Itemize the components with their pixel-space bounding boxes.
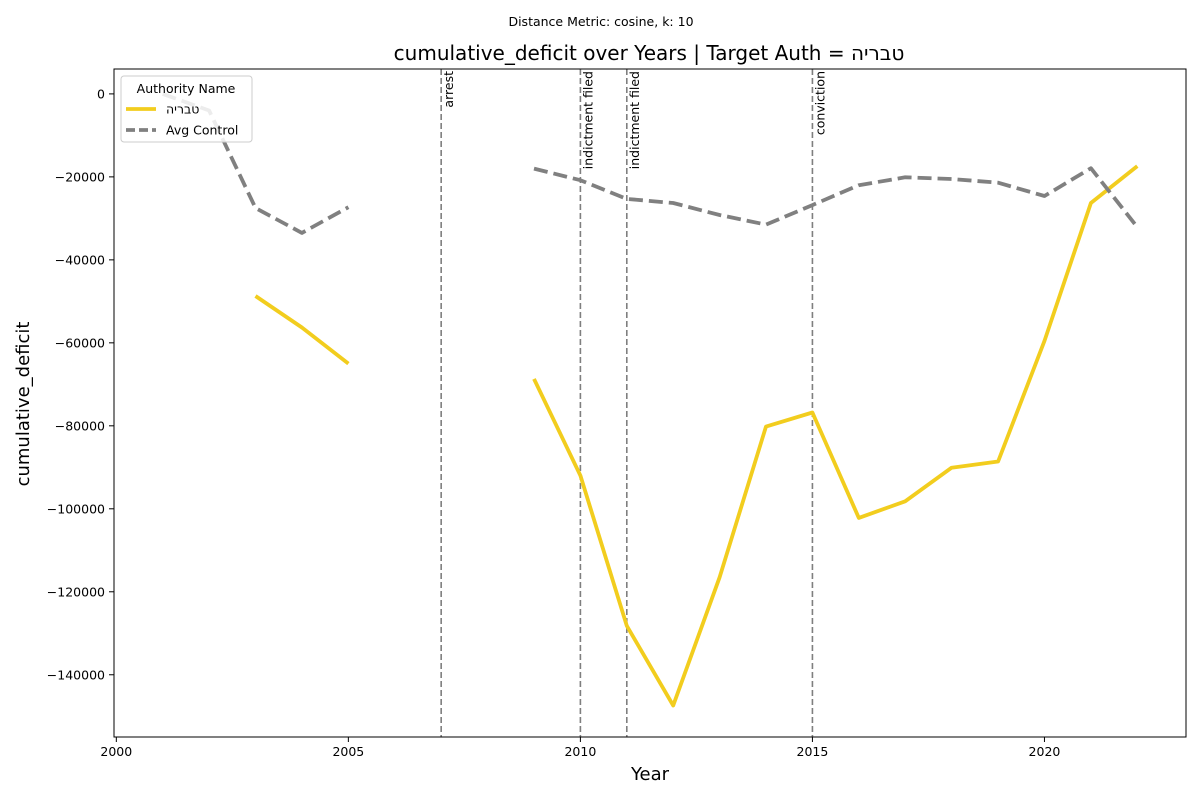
legend-title: Authority Name (137, 81, 236, 96)
x-tick-label: 2020 (1029, 744, 1061, 759)
y-axis-title: cumulative_deficit (13, 322, 34, 487)
y-tick-label: 0 (97, 86, 105, 101)
x-axis-title: Year (630, 764, 670, 785)
y-tick-label: −20000 (55, 169, 105, 184)
x-tick-label: 2010 (564, 744, 596, 759)
x-tick-label: 2005 (332, 744, 364, 759)
plot-area: arrest indictment filed indictment filed co… (162, 69, 1139, 737)
x-tick-label: 2000 (100, 744, 132, 759)
y-tick-label: −60000 (55, 335, 105, 350)
x-tick-label: 2015 (797, 744, 829, 759)
y-tick-label: −140000 (47, 667, 105, 682)
legend-label: טבריה (166, 102, 199, 117)
legend: Authority Name טבריה Avg Control (120, 75, 253, 143)
event-label: arrest (441, 71, 456, 108)
event-label: indictment filed (580, 71, 595, 169)
event-label: conviction (812, 71, 827, 135)
event-label: indictment filed (627, 71, 642, 169)
y-tick-label: −40000 (55, 252, 105, 267)
legend-box (120, 75, 253, 143)
chart-title: cumulative_deficit over Years | Target A… (394, 41, 905, 65)
series-line (162, 92, 1139, 235)
legend-label: Avg Control (166, 123, 238, 138)
y-tick-label: −120000 (47, 584, 105, 599)
y-tick-label: −100000 (47, 501, 105, 516)
plot-frame (113, 68, 1187, 738)
series-line (254, 164, 1139, 708)
chart-subtitle: Distance Metric: cosine, k: 10 (508, 14, 693, 29)
y-tick-label: −80000 (55, 418, 105, 433)
